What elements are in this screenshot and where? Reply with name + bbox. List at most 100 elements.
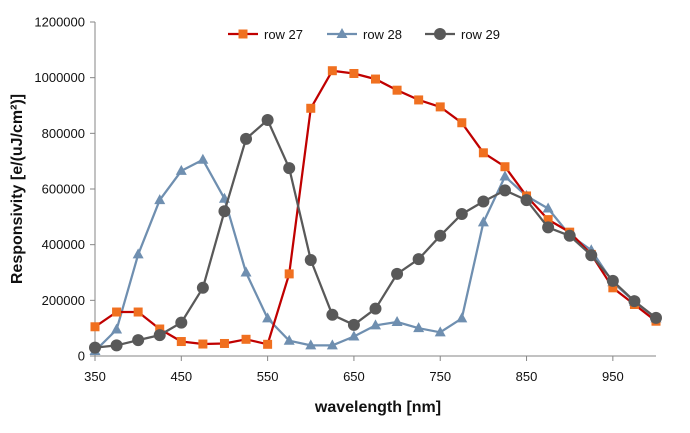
data-point-row-28	[154, 194, 166, 205]
data-point-row-27	[478, 148, 488, 158]
data-point-row-27	[414, 95, 424, 105]
data-point-row-29	[628, 295, 641, 308]
legend-marker	[238, 29, 248, 39]
x-tick-label: 750	[429, 369, 451, 384]
data-point-row-28	[132, 248, 144, 259]
x-tick-label: 950	[602, 369, 624, 384]
y-tick-label: 600000	[42, 182, 85, 197]
legend-label: row 27	[264, 27, 303, 42]
data-point-row-28	[326, 339, 338, 350]
x-tick-label: 450	[170, 369, 192, 384]
x-tick-label: 550	[257, 369, 279, 384]
data-point-row-29	[218, 205, 231, 218]
data-point-row-27	[155, 324, 165, 334]
data-point-row-27	[608, 283, 618, 293]
x-tick-label: 850	[516, 369, 538, 384]
data-point-row-28	[477, 216, 489, 227]
data-point-row-28	[262, 312, 274, 323]
legend-label: row 28	[363, 27, 402, 42]
y-tick-label: 0	[78, 349, 85, 364]
data-point-row-28	[240, 266, 252, 277]
legend-item-row-27: row 27	[228, 27, 303, 42]
data-point-row-28	[283, 334, 295, 345]
data-point-row-27	[457, 118, 467, 128]
data-point-row-29	[240, 132, 253, 145]
legend-label: row 29	[461, 27, 500, 42]
data-point-row-27	[327, 66, 337, 76]
data-point-row-27	[133, 307, 143, 317]
data-point-row-27	[176, 337, 186, 347]
data-point-row-27	[90, 322, 100, 332]
data-point-row-29	[326, 308, 339, 321]
legend-item-row-28: row 28	[327, 27, 402, 42]
legend: row 27 row 28 row 29	[228, 27, 500, 42]
data-point-row-27	[371, 74, 380, 84]
legend-marker	[434, 28, 446, 40]
data-point-row-29	[650, 311, 662, 324]
series-row-29	[89, 113, 662, 354]
data-point-row-29	[132, 334, 145, 347]
y-axis-title: Responsivity [e/(uJ/cm²)]	[9, 94, 26, 284]
data-point-row-28	[305, 339, 317, 350]
data-point-row-28	[111, 323, 123, 334]
data-point-row-27	[349, 68, 359, 78]
data-point-row-29	[585, 249, 598, 262]
data-point-row-29	[391, 267, 404, 280]
data-point-row-29	[434, 229, 447, 242]
data-point-row-28	[456, 312, 468, 323]
y-tick-label: 400000	[42, 237, 85, 252]
data-point-row-29	[498, 184, 511, 197]
data-point-row-29	[196, 281, 209, 294]
data-point-row-29	[606, 274, 619, 287]
legend-marker	[336, 28, 348, 38]
data-point-row-29	[153, 329, 166, 342]
y-tick-label: 1200000	[34, 15, 85, 30]
data-point-row-29	[520, 194, 533, 207]
data-point-row-28	[391, 316, 403, 327]
data-point-row-28	[197, 153, 209, 164]
data-point-row-27	[500, 162, 510, 172]
y-tick-label: 800000	[42, 126, 85, 141]
data-point-row-27	[263, 339, 273, 349]
x-tick-label: 650	[343, 369, 365, 384]
data-point-row-29	[347, 318, 360, 331]
y-tick-label: 200000	[42, 293, 85, 308]
series-row-27	[90, 66, 661, 349]
data-point-row-28	[370, 319, 381, 330]
data-point-row-28	[542, 202, 554, 213]
data-point-row-27	[198, 339, 208, 349]
y-tick-label: 1000000	[34, 70, 85, 85]
x-axis-title: wavelength [nm]	[314, 399, 441, 416]
data-point-row-28	[434, 326, 446, 337]
data-point-row-27	[219, 338, 229, 348]
x-tick-label: 350	[84, 369, 106, 384]
data-point-row-29	[89, 341, 101, 354]
data-point-row-29	[110, 339, 123, 352]
data-point-row-29	[412, 253, 425, 266]
data-point-row-27	[112, 307, 122, 317]
data-point-row-28	[413, 322, 425, 333]
data-point-row-29	[563, 229, 576, 242]
data-point-row-29	[175, 316, 188, 329]
data-point-row-27	[435, 102, 445, 112]
data-point-row-29	[369, 302, 382, 315]
data-point-row-28	[348, 330, 360, 341]
data-point-row-27	[306, 103, 316, 113]
data-point-row-27	[543, 215, 553, 225]
data-point-row-29	[477, 195, 490, 208]
data-point-row-27	[241, 334, 251, 344]
data-point-row-27	[392, 85, 402, 95]
data-point-row-27	[284, 269, 294, 279]
data-point-row-29	[283, 162, 296, 175]
data-point-row-29	[455, 208, 468, 221]
legend-item-row-29: row 29	[425, 27, 500, 42]
axes: 0 200000 400000 600000 800000 1000000 1200000 3…	[34, 15, 656, 384]
data-point-row-29	[304, 253, 317, 266]
series-layer	[89, 66, 662, 355]
data-point-row-28	[175, 164, 187, 175]
data-point-row-28	[499, 170, 511, 181]
data-point-row-29	[261, 113, 274, 126]
data-point-row-29	[542, 221, 555, 234]
